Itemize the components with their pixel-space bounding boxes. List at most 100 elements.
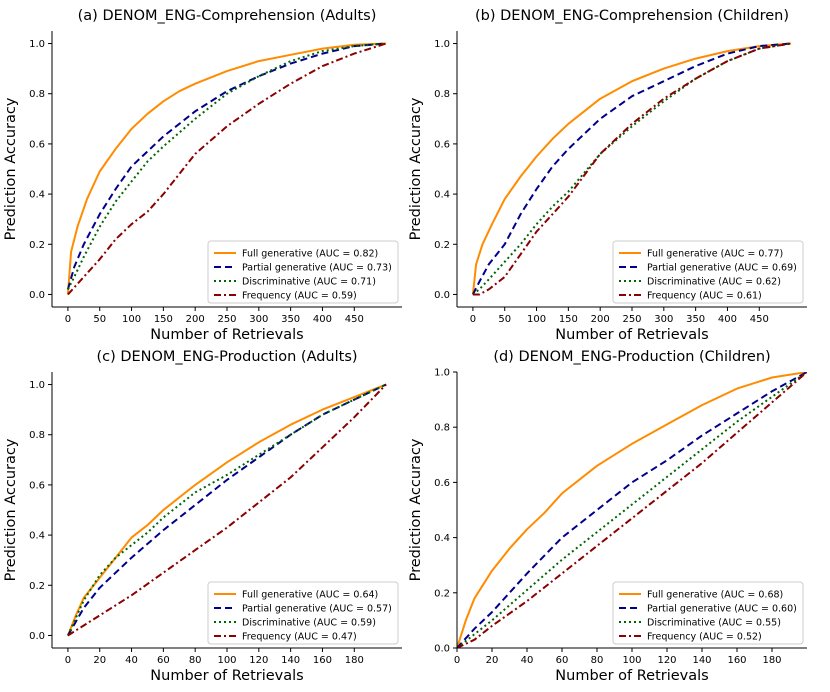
chart-title: (d) DENOM_ENG-Production (Children) xyxy=(493,349,770,365)
legend-entry: Frequency (AUC = 0.52) xyxy=(647,632,762,643)
legend-entry: Full generative (AUC = 0.64) xyxy=(242,590,378,601)
y-tick-label: 0.8 xyxy=(29,89,45,100)
legend-entry: Frequency (AUC = 0.61) xyxy=(647,291,762,302)
x-tick-label: 0 xyxy=(470,314,476,325)
y-tick-label: 0.2 xyxy=(434,588,450,599)
series-line-2 xyxy=(66,42,387,290)
x-tick-label: 80 xyxy=(591,655,604,666)
y-tick-label: 1.0 xyxy=(434,39,450,50)
y-tick-label: 1.0 xyxy=(29,39,45,50)
x-tick-label: 300 xyxy=(249,314,268,325)
chart-title: (b) DENOM_ENG-Comprehension (Children) xyxy=(475,8,789,24)
x-tick-label: 60 xyxy=(556,655,569,666)
series-line-1 xyxy=(457,372,807,648)
series-line-4 xyxy=(472,42,792,296)
x-tick-label: 350 xyxy=(281,314,300,325)
x-tick-label: 0 xyxy=(65,314,71,325)
x-tick-label: 180 xyxy=(345,655,364,666)
legend-box xyxy=(207,240,399,304)
legend-entry: Partial generative (AUC = 0.69) xyxy=(647,263,797,274)
y-tick-label: 0.2 xyxy=(29,581,45,592)
x-axis-label: Number of Retrievals xyxy=(555,668,708,684)
chart-title: (a) DENOM_ENG-Comprehension (Adults) xyxy=(78,8,377,24)
x-tick-label: 150 xyxy=(559,314,578,325)
legend-box xyxy=(612,240,804,304)
series-line-4 xyxy=(457,372,807,648)
legend-entry: Full generative (AUC = 0.82) xyxy=(242,249,378,260)
y-tick-label: 0.2 xyxy=(29,240,45,251)
legend-box xyxy=(612,581,804,645)
legend: Full generative (AUC = 0.82) Partial gene… xyxy=(207,240,399,304)
series-line-1 xyxy=(66,42,387,295)
y-tick-label: 0.6 xyxy=(29,139,45,150)
x-tick-label: 120 xyxy=(249,655,268,666)
chart-panel-a: (a) DENOM_ENG-Comprehension (Adults) 0 50 1… xyxy=(3,8,402,343)
x-tick-label: 140 xyxy=(692,655,711,666)
y-tick-label: 0.0 xyxy=(434,290,450,301)
y-tick-label: 0.0 xyxy=(29,631,45,642)
x-tick-label: 200 xyxy=(186,314,205,325)
chart-panel-d: (d) DENOM_ENG-Production (Children) 0 20 40… xyxy=(408,349,807,684)
x-axis-label: Number of Retrievals xyxy=(555,327,708,343)
legend-entry: Discriminative (AUC = 0.62) xyxy=(647,277,781,288)
x-tick-label: 40 xyxy=(125,655,138,666)
x-tick-label: 50 xyxy=(93,314,106,325)
series-line-2 xyxy=(67,383,387,636)
x-tick-label: 100 xyxy=(217,655,236,666)
x-tick-label: 80 xyxy=(189,655,202,666)
legend-entry: Partial generative (AUC = 0.60) xyxy=(647,604,797,615)
series-line-4 xyxy=(67,383,387,637)
y-tick-label: 0.4 xyxy=(434,533,450,544)
x-tick-label: 300 xyxy=(654,314,673,325)
series-line-2 xyxy=(457,372,807,648)
x-tick-label: 450 xyxy=(345,314,364,325)
legend: Full generative (AUC = 0.77) Partial gene… xyxy=(612,240,804,304)
y-tick-label: 0.4 xyxy=(29,190,45,201)
x-tick-label: 150 xyxy=(154,314,173,325)
y-axis-label: Prediction Accuracy xyxy=(3,97,19,240)
x-tick-label: 100 xyxy=(622,655,641,666)
legend-entry: Full generative (AUC = 0.77) xyxy=(647,249,783,260)
legend: Full generative (AUC = 0.64) Partial gene… xyxy=(207,581,399,645)
x-tick-label: 200 xyxy=(591,314,610,325)
series-line-1 xyxy=(471,42,792,295)
x-tick-label: 250 xyxy=(217,314,236,325)
y-tick-label: 0.4 xyxy=(434,190,450,201)
y-tick-label: 0.6 xyxy=(434,139,450,150)
legend-box xyxy=(207,581,399,645)
x-tick-label: 0 xyxy=(454,655,460,666)
chart-panel-b: (b) DENOM_ENG-Comprehension (Children) 0 5… xyxy=(408,8,807,343)
series-line-3 xyxy=(457,372,807,648)
x-tick-label: 450 xyxy=(750,314,769,325)
y-tick-label: 1.0 xyxy=(29,380,45,391)
x-tick-label: 0 xyxy=(65,655,71,666)
y-axis-label: Prediction Accuracy xyxy=(3,438,19,581)
y-tick-label: 0.8 xyxy=(434,89,450,100)
legend-entry: Full generative (AUC = 0.68) xyxy=(647,590,783,601)
y-tick-label: 0.6 xyxy=(29,480,45,491)
chart-panel-c: (c) DENOM_ENG-Production (Adults) 0 20 40 60… xyxy=(3,349,402,684)
x-tick-label: 400 xyxy=(313,314,332,325)
x-axis-label: Number of Retrievals xyxy=(150,327,303,343)
x-tick-label: 400 xyxy=(718,314,737,325)
x-tick-label: 160 xyxy=(727,655,746,666)
y-tick-label: 0.2 xyxy=(434,240,450,251)
legend-entry: Frequency (AUC = 0.47) xyxy=(242,632,357,643)
x-tick-label: 180 xyxy=(762,655,781,666)
legend-entry: Partial generative (AUC = 0.73) xyxy=(242,263,392,274)
y-tick-label: 0.0 xyxy=(29,290,45,301)
x-tick-label: 60 xyxy=(157,655,170,666)
legend: Full generative (AUC = 0.68) Partial gene… xyxy=(612,581,804,645)
legend-entry: Discriminative (AUC = 0.59) xyxy=(242,618,376,629)
x-tick-label: 100 xyxy=(527,314,546,325)
y-tick-label: 1.0 xyxy=(434,368,450,379)
x-tick-label: 20 xyxy=(486,655,499,666)
y-axis-label: Prediction Accuracy xyxy=(408,438,424,581)
series-line-3 xyxy=(472,42,792,296)
x-axis-label: Number of Retrievals xyxy=(150,668,303,684)
y-tick-label: 0.0 xyxy=(434,644,450,655)
legend-entry: Frequency (AUC = 0.59) xyxy=(242,291,357,302)
x-tick-label: 120 xyxy=(657,655,676,666)
chart-title: (c) DENOM_ENG-Production (Adults) xyxy=(96,349,357,365)
